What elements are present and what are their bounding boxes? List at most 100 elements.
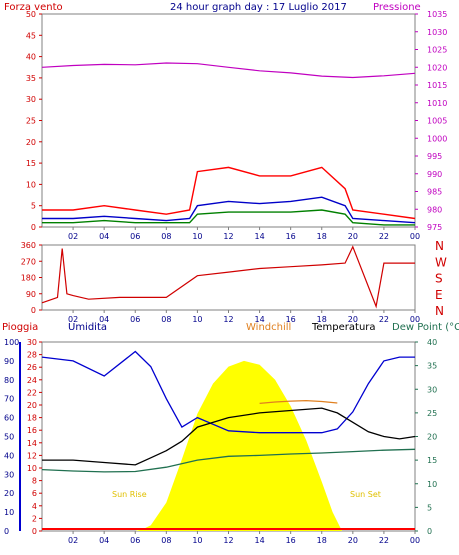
direction-xtick-label: 20 <box>348 315 358 324</box>
rain-ytick-label: 16 <box>27 426 37 435</box>
direction-ytick-label: 90 <box>26 290 36 299</box>
humidity-ytick-label: 20 <box>4 489 14 498</box>
wind-ytick-label: 5 <box>31 202 36 211</box>
humidity-ytick-label: 30 <box>4 470 14 479</box>
direction-xtick-label: 22 <box>379 315 389 324</box>
humidity-ytick-label: 90 <box>4 357 14 366</box>
rain-title: Pioggia <box>2 322 38 333</box>
pressure-ytick-label: 1020 <box>427 63 447 72</box>
wind-xtick-label: 00 <box>410 232 420 241</box>
wind-ytick-label: 30 <box>26 95 36 104</box>
pressure-ytick-label: 975 <box>427 223 442 232</box>
avg-wind-series-line <box>42 196 416 224</box>
compass-label: E <box>435 288 443 302</box>
compass-label: N <box>435 239 444 253</box>
wind-xtick-label: 16 <box>286 232 296 241</box>
temp-ytick-label: 10 <box>427 480 437 489</box>
direction-xtick-label: 00 <box>410 315 420 324</box>
wind-ytick-label: 10 <box>26 180 36 189</box>
wind-ytick-label: 35 <box>26 74 36 83</box>
direction-ytick-label: 270 <box>21 257 36 266</box>
low-wind-series-line <box>42 209 415 226</box>
pressure-ytick-label: 1025 <box>427 46 447 55</box>
temp-ytick-label: 5 <box>427 503 432 512</box>
wind-xtick-label: 12 <box>223 232 233 241</box>
wind-plot-area <box>41 13 416 228</box>
compass-label: S <box>435 272 443 286</box>
direction-ytick-label: 180 <box>21 274 36 283</box>
bottom-xtick-label: 02 <box>68 536 78 545</box>
direction-xtick-label: 16 <box>286 315 296 324</box>
direction-ytick-label: 360 <box>21 241 36 250</box>
direction-xtick-label: 10 <box>192 315 202 324</box>
direction-xtick-label: 12 <box>223 315 233 324</box>
direction-xtick-label: 08 <box>161 315 171 324</box>
wind-xtick-label: 06 <box>130 232 140 241</box>
temp-ytick-label: 0 <box>427 527 432 536</box>
direction-xtick-label: 02 <box>68 315 78 324</box>
humidity-ytick-label: 0 <box>4 527 9 536</box>
humidity-series-line <box>41 350 415 434</box>
humidity-ytick-label: 10 <box>4 508 14 517</box>
wind-xtick-label: 04 <box>99 232 109 241</box>
bottom-xtick-label: 10 <box>192 536 202 545</box>
dewpoint-title: Dew Point (°C <box>392 322 459 333</box>
wind-xtick-label: 22 <box>379 232 389 241</box>
wind-ytick-label: 15 <box>26 159 36 168</box>
pressure-ytick-label: 985 <box>427 188 442 197</box>
bottom-xtick-label: 00 <box>410 536 420 545</box>
rain-ytick-label: 12 <box>27 451 37 460</box>
pressure-ytick-label: 1030 <box>427 28 447 37</box>
bottom-xtick-label: 12 <box>223 536 233 545</box>
humidity-ytick-label: 100 <box>4 338 19 347</box>
pressure-axis-title: Pressione <box>373 2 421 13</box>
temp-ytick-label: 20 <box>427 433 437 442</box>
direction-xtick-label: 06 <box>130 315 140 324</box>
wind-ytick-label: 0 <box>31 223 36 232</box>
wind-xtick-label: 08 <box>161 232 171 241</box>
humidity-ytick-label: 80 <box>4 376 14 385</box>
rain-ytick-label: 4 <box>32 502 37 511</box>
rain-ytick-label: 8 <box>32 477 37 486</box>
pressure-ytick-label: 990 <box>427 170 442 179</box>
wind-ytick-label: 40 <box>26 53 36 62</box>
temp-ytick-label: 30 <box>427 385 437 394</box>
rain-ytick-label: 20 <box>27 401 37 410</box>
temp-ytick-label: 25 <box>427 409 437 418</box>
wind-xtick-label: 02 <box>68 232 78 241</box>
rain-ytick-label: 24 <box>27 376 37 385</box>
bottom-xtick-label: 08 <box>161 536 171 545</box>
compass-label: W <box>435 255 447 269</box>
pressure-ytick-label: 1000 <box>427 134 447 143</box>
pressure-ytick-label: 1010 <box>427 99 447 108</box>
wind-ytick-label: 45 <box>26 31 36 40</box>
wind-xtick-label: 20 <box>348 232 358 241</box>
humidity-ytick-label: 70 <box>4 395 14 404</box>
rain-ytick-label: 18 <box>27 414 37 423</box>
temp-ytick-label: 15 <box>427 456 437 465</box>
rain-ytick-label: 10 <box>27 464 37 473</box>
rain-ytick-label: 26 <box>27 363 37 372</box>
temp-ytick-label: 35 <box>427 362 437 371</box>
sunset-label: Sun Set <box>350 490 381 499</box>
rain-ytick-label: 22 <box>27 388 37 397</box>
graph-title: 24 hour graph day : 17 Luglio 2017 <box>170 2 347 13</box>
direction-xtick-label: 04 <box>99 315 109 324</box>
bottom-xtick-label: 18 <box>317 536 327 545</box>
direction-ytick-label: 0 <box>31 306 36 315</box>
wind-axis-title: Forza vento <box>4 2 63 13</box>
bottom-xtick-label: 22 <box>379 536 389 545</box>
rain-ytick-label: 2 <box>32 514 37 523</box>
temperatura-series-line <box>42 407 416 466</box>
wind-xtick-label: 10 <box>192 232 202 241</box>
compass-label: N <box>435 304 444 318</box>
pressure-ytick-label: 1035 <box>427 10 447 19</box>
humidity-title: Umidita <box>68 322 107 333</box>
pressure-ytick-label: 1015 <box>427 81 447 90</box>
wind-ytick-label: 20 <box>26 138 36 147</box>
direction-plot-area <box>41 244 416 311</box>
windchill-series-line <box>259 399 338 405</box>
bottom-xtick-label: 06 <box>130 536 140 545</box>
pressure-ytick-label: 980 <box>427 205 442 214</box>
